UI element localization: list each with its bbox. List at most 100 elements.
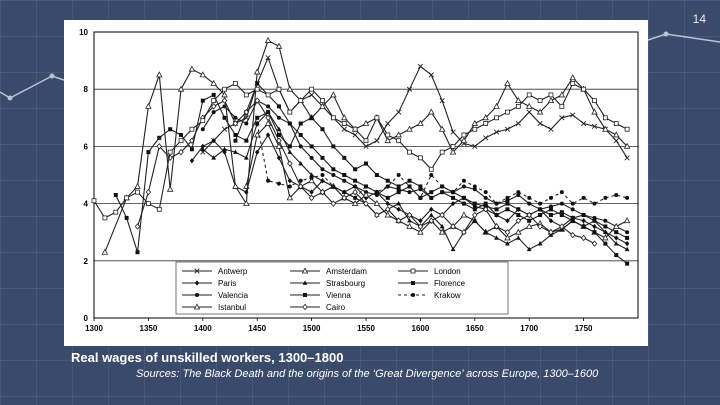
data-point-london bbox=[352, 126, 358, 132]
data-point-florence bbox=[113, 193, 118, 198]
data-point-valencia bbox=[309, 155, 314, 160]
y-tick-label: 6 bbox=[84, 142, 89, 151]
data-point-strasbourg bbox=[515, 235, 521, 240]
data-point-vienna bbox=[255, 81, 260, 86]
data-point-cairo bbox=[352, 188, 358, 196]
data-point-london bbox=[385, 132, 391, 138]
legend: Antwerp Amsterdam London Paris Strasbourg Flo… bbox=[175, 261, 509, 315]
data-point-cairo bbox=[156, 143, 163, 150]
data-point-krakow bbox=[483, 190, 488, 195]
data-point-valencia bbox=[211, 110, 216, 115]
data-point-krakow bbox=[331, 184, 336, 189]
data-point-antwerp bbox=[265, 55, 271, 61]
data-point-vienna bbox=[494, 207, 499, 212]
data-point-cairo bbox=[428, 217, 435, 224]
y-tick-label: 10 bbox=[79, 28, 88, 37]
data-point-florence bbox=[429, 195, 434, 200]
data-point-cairo bbox=[374, 211, 380, 219]
data-point-cairo bbox=[580, 234, 587, 242]
data-point-krakow bbox=[548, 195, 553, 200]
data-point-cairo bbox=[287, 160, 293, 167]
decoration-line-right bbox=[647, 33, 720, 43]
y-tick-label: 4 bbox=[84, 200, 89, 209]
data-point-london bbox=[287, 109, 293, 115]
data-point-london bbox=[450, 144, 456, 149]
data-point-istanbul bbox=[264, 119, 272, 126]
data-point-amsterdam bbox=[134, 182, 141, 189]
data-point-strasbourg bbox=[298, 160, 304, 166]
data-point-amsterdam bbox=[188, 65, 196, 72]
series-cairo bbox=[134, 97, 598, 247]
data-point-krakow bbox=[407, 184, 412, 189]
data-point-strasbourg bbox=[407, 218, 412, 223]
data-point-london bbox=[494, 115, 499, 121]
data-point-amsterdam bbox=[547, 97, 555, 104]
data-point-krakow bbox=[385, 184, 390, 189]
data-point-istanbul bbox=[504, 234, 511, 241]
y-tick-label: 8 bbox=[84, 85, 89, 94]
data-point-paris bbox=[429, 206, 434, 212]
data-point-cairo bbox=[341, 194, 347, 202]
data-point-antwerp bbox=[526, 109, 532, 115]
data-point-cairo bbox=[210, 103, 217, 110]
data-point-florence bbox=[494, 213, 499, 218]
data-point-london bbox=[570, 81, 576, 86]
data-point-cairo bbox=[395, 217, 402, 224]
data-point-istanbul bbox=[308, 177, 315, 184]
data-point-cairo bbox=[591, 240, 598, 247]
x-tick-label: 1650 bbox=[466, 324, 484, 333]
data-point-istanbul bbox=[438, 228, 446, 235]
data-point-antwerp bbox=[515, 120, 521, 127]
data-point-cairo bbox=[439, 211, 445, 219]
data-point-london bbox=[559, 103, 565, 109]
data-point-krakow bbox=[418, 195, 423, 200]
data-point-antwerp bbox=[548, 126, 554, 132]
legend-marker-florence bbox=[411, 281, 415, 285]
data-point-paris bbox=[505, 218, 510, 224]
data-point-amsterdam bbox=[395, 131, 402, 138]
data-point-cairo bbox=[265, 114, 271, 122]
data-point-london bbox=[483, 121, 489, 126]
data-point-cairo bbox=[308, 194, 315, 202]
decoration-dot bbox=[7, 95, 13, 101]
data-point-cairo bbox=[330, 200, 337, 207]
data-point-london bbox=[548, 92, 554, 98]
data-point-antwerp bbox=[483, 135, 489, 141]
data-point-antwerp bbox=[570, 112, 576, 118]
legend-label-cairo: Cairo bbox=[326, 303, 346, 312]
data-point-strasbourg bbox=[396, 201, 402, 206]
legend-label-vienna: Vienna bbox=[326, 291, 351, 300]
legend-marker-vienna bbox=[303, 293, 307, 297]
y-tick-label: 2 bbox=[84, 257, 89, 266]
data-point-vienna bbox=[581, 213, 586, 218]
data-point-amsterdam bbox=[232, 182, 239, 189]
legend-marker-cairo bbox=[302, 303, 308, 311]
data-point-london bbox=[396, 138, 402, 144]
data-point-florence bbox=[472, 207, 477, 212]
data-point-krakow bbox=[364, 184, 368, 189]
data-point-krakow bbox=[527, 195, 532, 200]
legend-marker-antwerp bbox=[194, 268, 200, 274]
data-point-strasbourg bbox=[439, 223, 445, 229]
data-point-istanbul bbox=[623, 217, 631, 224]
data-point-london bbox=[526, 92, 532, 98]
x-tick-label: 1400 bbox=[194, 324, 212, 333]
legend-marker-london bbox=[410, 268, 416, 274]
data-point-istanbul bbox=[275, 142, 283, 149]
legend-label-paris: Paris bbox=[218, 279, 236, 288]
data-point-krakow bbox=[451, 190, 456, 195]
data-point-florence bbox=[320, 127, 325, 132]
data-point-paris bbox=[309, 189, 314, 195]
data-point-cairo bbox=[472, 211, 478, 219]
data-point-amsterdam bbox=[330, 91, 337, 98]
data-point-antwerp bbox=[493, 129, 500, 135]
data-point-london bbox=[602, 115, 608, 121]
data-point-valencia bbox=[200, 127, 205, 132]
data-point-krakow bbox=[342, 190, 347, 195]
data-point-paris bbox=[287, 178, 293, 184]
data-point-strasbourg bbox=[537, 241, 543, 246]
data-point-krakow bbox=[287, 184, 292, 189]
data-point-florence bbox=[548, 207, 553, 212]
series-antwerp bbox=[200, 55, 630, 161]
data-point-krakow bbox=[625, 195, 630, 200]
